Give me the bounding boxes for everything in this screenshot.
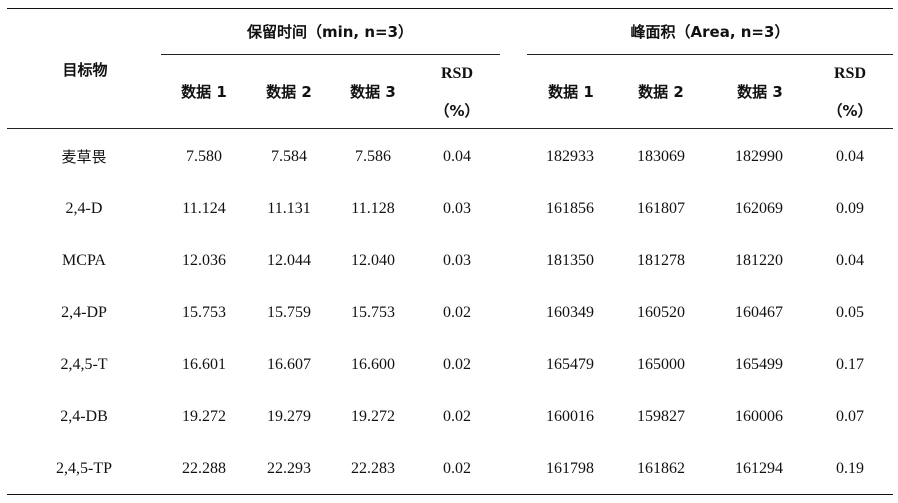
row-6-rt-rsd: 0.02 (443, 408, 471, 425)
row-2-rt-rsd: 0.03 (443, 200, 471, 217)
row-7-area-1: 161798 (546, 460, 594, 477)
row-5-area-3: 165499 (735, 356, 783, 373)
row-4-area-rsd: 0.05 (836, 304, 864, 321)
row-6-rt-2: 19.279 (267, 408, 311, 425)
row-5-area-1: 165479 (546, 356, 594, 373)
header-peak-area: 峰面积（Area, n=3） (630, 23, 790, 41)
header-area-rsd-unit: （%） (827, 102, 873, 120)
row-2-area-rsd: 0.09 (836, 200, 864, 217)
row-6-area-rsd: 0.07 (836, 408, 864, 425)
row-6-rt-1: 19.272 (182, 408, 226, 425)
row-3-rt-3: 12.040 (351, 252, 395, 269)
header-area-data-1: 数据 1 (548, 83, 594, 101)
top-rule (7, 8, 893, 9)
bottom-rule (7, 494, 893, 495)
row-5-area-2: 165000 (637, 356, 685, 373)
row-7-name: 2,4,5-TP (56, 460, 112, 477)
row-6-area-2: 159827 (637, 408, 685, 425)
row-4-rt-3: 15.753 (351, 304, 395, 321)
row-5-rt-1: 16.601 (182, 356, 226, 373)
row-5-rt-rsd: 0.02 (443, 356, 471, 373)
header-retention-time: 保留时间（min, n=3） (246, 23, 414, 41)
row-5-rt-3: 16.600 (351, 356, 395, 373)
row-4-name: 2,4-DP (61, 304, 107, 321)
header-rt-data-3: 数据 3 (350, 83, 396, 101)
row-1-rt-1: 7.580 (186, 148, 222, 165)
row-2-rt-3: 11.128 (351, 200, 395, 217)
row-7-rt-3: 22.283 (351, 460, 395, 477)
row-3-rt-1: 12.036 (182, 252, 226, 269)
row-3-area-2: 181278 (637, 252, 685, 269)
row-6-area-3: 160006 (735, 408, 783, 425)
header-rt-data-2: 数据 2 (266, 83, 312, 101)
header-area-data-2: 数据 2 (638, 83, 684, 101)
row-1-rt-rsd: 0.04 (443, 148, 471, 165)
row-5-area-rsd: 0.17 (836, 356, 864, 373)
row-4-rt-2: 15.759 (267, 304, 311, 321)
row-2-rt-2: 11.131 (267, 200, 311, 217)
row-2-name: 2,4-D (65, 200, 103, 217)
row-4-area-3: 160467 (735, 304, 783, 321)
row-7-rt-1: 22.288 (182, 460, 226, 477)
row-7-area-rsd: 0.19 (836, 460, 864, 477)
row-6-name: 2,4-DB (60, 408, 108, 425)
row-7-rt-2: 22.293 (267, 460, 311, 477)
header-area-rsd: RSD (833, 65, 866, 82)
row-1-area-1: 182933 (546, 148, 594, 165)
row-4-area-1: 160349 (546, 304, 594, 321)
row-5-name: 2,4,5-T (60, 356, 108, 373)
row-6-area-1: 160016 (546, 408, 594, 425)
row-3-area-rsd: 0.04 (836, 252, 864, 269)
header-area-data-3: 数据 3 (737, 83, 783, 101)
row-3-rt-2: 12.044 (267, 252, 311, 269)
row-1-rt-2: 7.584 (271, 148, 307, 165)
retention-group-underline (161, 54, 500, 55)
row-5-rt-2: 16.607 (267, 356, 311, 373)
row-1-area-rsd: 0.04 (836, 148, 864, 165)
row-2-area-2: 161807 (637, 200, 685, 217)
row-3-rt-rsd: 0.03 (443, 252, 471, 269)
header-rt-rsd-unit: （%） (434, 102, 480, 120)
row-4-area-2: 160520 (637, 304, 685, 321)
row-3-area-1: 181350 (546, 252, 594, 269)
row-3-name: MCPA (62, 252, 106, 269)
row-2-rt-1: 11.124 (182, 200, 226, 217)
row-1-area-2: 183069 (637, 148, 685, 165)
header-bottom-rule (7, 128, 893, 129)
row-7-area-3: 161294 (735, 460, 783, 477)
row-2-area-3: 162069 (735, 200, 783, 217)
header-rt-data-1: 数据 1 (181, 83, 227, 101)
row-7-rt-rsd: 0.02 (443, 460, 471, 477)
row-1-rt-3: 7.586 (355, 148, 391, 165)
row-3-area-3: 181220 (735, 252, 783, 269)
row-4-rt-1: 15.753 (182, 304, 226, 321)
row-1-name: 麦草畏 (61, 148, 107, 166)
row-2-area-1: 161856 (546, 200, 594, 217)
header-rt-rsd: RSD (440, 65, 473, 82)
row-6-rt-3: 19.272 (351, 408, 395, 425)
row-4-rt-rsd: 0.02 (443, 304, 471, 321)
header-target: 目标物 (62, 61, 108, 79)
row-7-area-2: 161862 (637, 460, 685, 477)
area-group-underline (527, 54, 893, 55)
row-1-area-3: 182990 (735, 148, 783, 165)
